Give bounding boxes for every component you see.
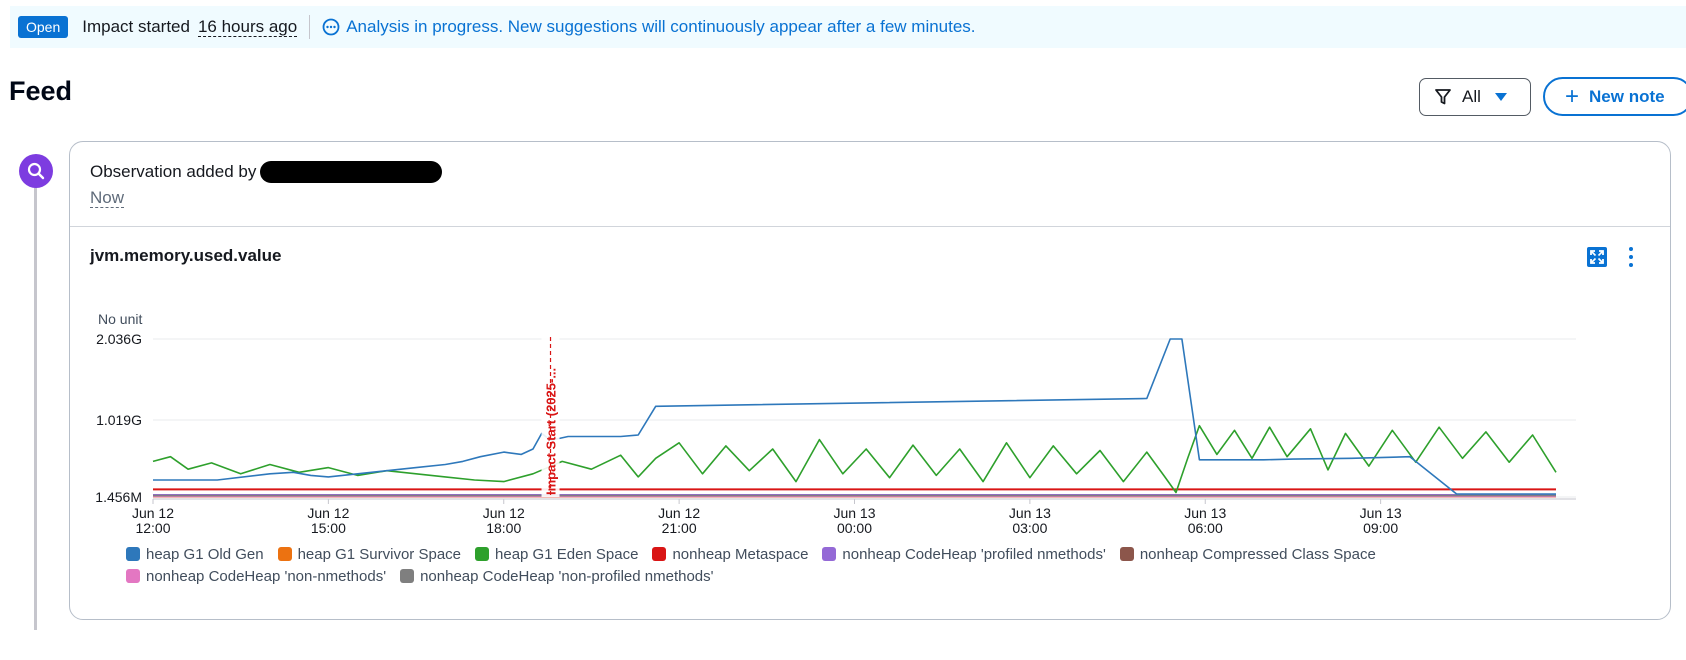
legend-item[interactable]: nonheap Metaspace <box>652 545 809 563</box>
timeline-line <box>34 180 37 630</box>
x-tick-date: Jun 12 <box>307 505 349 521</box>
legend-label: nonheap CodeHeap 'profiled nmethods' <box>842 545 1106 563</box>
legend-item[interactable]: heap G1 Old Gen <box>126 545 264 563</box>
page-title: Feed <box>9 76 73 106</box>
x-tick-time: 06:00 <box>1188 520 1223 536</box>
x-tick-date: Jun 13 <box>1009 505 1051 521</box>
x-tick-date: Jun 13 <box>1360 505 1402 521</box>
filter-icon <box>1435 89 1451 105</box>
chart-title: jvm.memory.used.value <box>90 246 282 265</box>
impact-time[interactable]: 16 hours ago <box>197 16 298 37</box>
legend-swatch <box>822 547 837 561</box>
y-tick-label: 1.019G <box>96 412 142 428</box>
filter-dropdown[interactable]: All <box>1419 78 1531 116</box>
legend-swatch <box>277 547 292 561</box>
caret-down-icon <box>1494 93 1507 101</box>
legend-swatch <box>126 547 140 561</box>
impact-marker-label: Impact Start (2025-... <box>544 368 559 495</box>
observation-prefix: Observation added by <box>90 162 257 181</box>
new-note-label: New note <box>1589 86 1665 106</box>
analysis-status-text: Analysis in progress. New suggestions wi… <box>346 17 976 36</box>
legend-swatch <box>475 547 490 561</box>
timeline-search-icon <box>19 154 53 188</box>
fullscreen-icon[interactable] <box>1586 246 1608 268</box>
observation-card: Observation added by Now jvm.memory.used… <box>69 141 1671 620</box>
x-tick-date: Jun 12 <box>483 505 525 521</box>
y-tick-label: 2.036G <box>96 331 142 347</box>
observation-time[interactable]: Now <box>90 188 125 208</box>
filter-label: All <box>1462 87 1481 106</box>
legend-swatch <box>652 547 667 561</box>
legend-label: nonheap Metaspace <box>672 545 809 563</box>
x-tick-date: Jun 13 <box>833 505 875 521</box>
y-axis-unit-label: No unit <box>98 311 142 327</box>
legend-item[interactable]: nonheap Compressed Class Space <box>1119 545 1376 563</box>
impact-started-label: Impact started <box>82 17 190 36</box>
legend-item[interactable]: heap G1 Eden Space <box>475 545 639 563</box>
legend-swatch <box>1119 547 1134 561</box>
more-options-icon[interactable] <box>1626 245 1636 269</box>
legend-label: heap G1 Old Gen <box>146 545 264 563</box>
x-tick-time: 18:00 <box>486 520 521 536</box>
chart-legend: heap G1 Old Gen heap G1 Survivor Space hea… <box>126 545 1626 585</box>
x-tick-time: 15:00 <box>311 520 346 536</box>
legend-item[interactable]: nonheap CodeHeap 'non-nmethods' <box>126 567 387 585</box>
x-tick-time: 21:00 <box>662 520 697 536</box>
redacted-author <box>260 161 443 183</box>
legend-label: nonheap Compressed Class Space <box>1139 545 1376 563</box>
legend-swatch <box>126 569 140 583</box>
x-tick-time: 09:00 <box>1363 520 1398 536</box>
legend-swatch <box>400 569 415 583</box>
search-icon <box>27 162 45 180</box>
x-tick-date: Jun 12 <box>658 505 700 521</box>
x-tick-date: Jun 12 <box>132 505 174 521</box>
legend-label: heap G1 Survivor Space <box>297 545 462 563</box>
in-progress-icon <box>322 18 340 36</box>
status-badge: Open <box>18 16 69 38</box>
x-tick-time: 03:00 <box>1012 520 1047 536</box>
y-tick-label: 1.456M <box>95 489 142 505</box>
new-note-button[interactable]: + New note <box>1543 77 1686 116</box>
x-tick-date: Jun 13 <box>1184 505 1226 521</box>
series-line-heap-g1-old-gen <box>153 338 1556 495</box>
legend-item[interactable]: heap G1 Survivor Space <box>277 545 462 563</box>
impact-banner: Open Impact started 16 hours ago Analysi… <box>10 6 1686 48</box>
legend-item[interactable]: nonheap CodeHeap 'non-profiled nmethods' <box>400 567 714 585</box>
legend-item[interactable]: nonheap CodeHeap 'profiled nmethods' <box>822 545 1106 563</box>
legend-label: nonheap CodeHeap 'non-nmethods' <box>146 567 387 585</box>
plus-icon: + <box>1565 82 1580 110</box>
x-tick-time: 12:00 <box>135 520 170 536</box>
legend-label: nonheap CodeHeap 'non-profiled nmethods' <box>420 567 714 585</box>
legend-label: heap G1 Eden Space <box>495 545 639 563</box>
x-tick-time: 00:00 <box>837 520 872 536</box>
series-line-heap-g1-eden-space <box>152 424 1557 494</box>
banner-divider <box>309 15 311 39</box>
observation-header: Observation added by <box>90 161 443 183</box>
card-divider <box>70 226 1670 227</box>
